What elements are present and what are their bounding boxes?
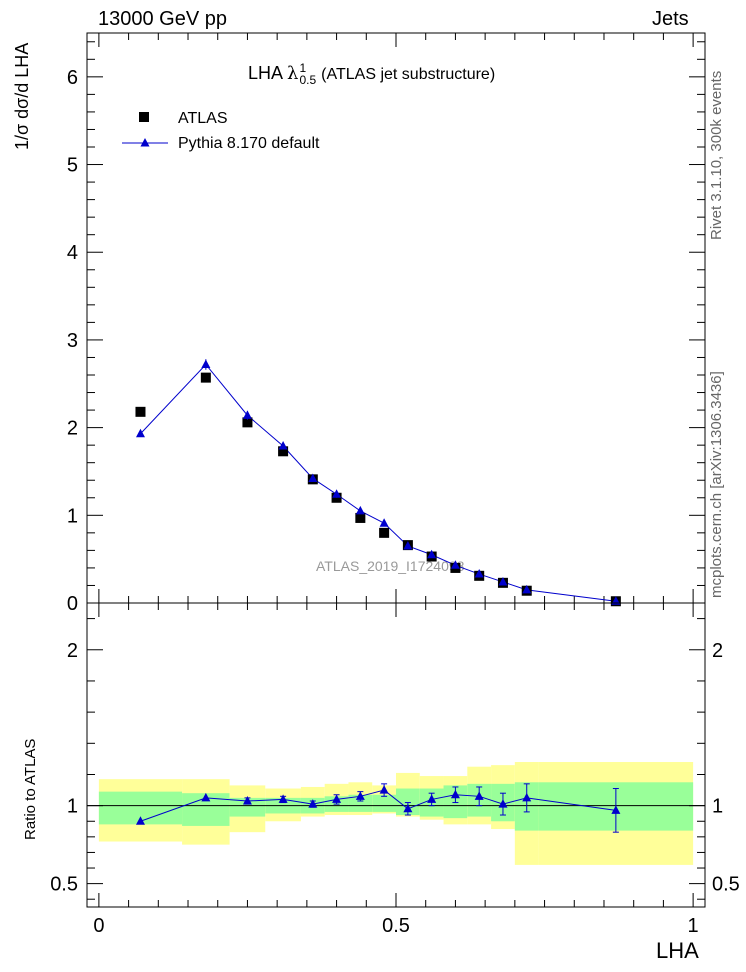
y-tick-label: 2 [67,418,78,440]
mc-line [140,363,616,602]
inner-band [229,797,266,817]
data-point [135,406,146,417]
mc-point [403,541,413,550]
x-tick-label: 0 [93,915,104,937]
data-point [355,512,366,523]
mc-point [522,584,532,594]
inner-band [348,794,373,812]
y-tick-label: 6 [67,67,78,89]
ratio-point [474,791,484,800]
y-tick-label: 1 [67,796,78,818]
ratio-point [242,795,252,805]
y-tick-label: 2 [712,640,723,662]
ratio-point [308,799,318,808]
y-tick-label: 1 [712,796,723,818]
mc-point [135,428,145,438]
mc-point [278,441,288,450]
mc-point [474,569,484,578]
ratio-point [522,792,532,802]
header-right: Jets [652,8,689,30]
mc-point [242,410,252,419]
ratio-point [611,805,621,814]
ratio-point [355,791,365,800]
title-suffix: (ATLAS jet substructure) [321,65,496,83]
watermark: ATLAS_2019_I1724098 [316,558,465,574]
x-tick-label: 1 [688,915,699,937]
ratio-point [379,785,389,794]
legend-data-marker [139,112,149,122]
ratio-point [332,794,342,803]
y-tick-label: 0.5 [50,874,78,896]
y-tick-label: 4 [67,242,78,264]
title-main: LHA [248,62,283,83]
y-tick-label: 0 [67,593,78,615]
data-point [200,372,211,383]
ratio-point [135,816,145,825]
y-tick-label: 3 [67,330,78,352]
mc-point [498,576,508,586]
title-symbol: λ [287,62,299,84]
ratio-point [201,792,211,802]
legend: ATLAS Pythia 8.170 default [122,110,320,152]
title-sup: 1 [299,61,307,75]
mc-point [355,505,365,515]
y-tick-label: 0.5 [712,874,740,896]
ratio-point [278,794,288,803]
lower-panel: 0 0.5 1 0.5 0.5 1 1 2 2 [50,602,740,937]
title-sub: 0.5 [299,73,317,87]
y-tick-label: 1 [67,505,78,527]
data-point [379,527,390,538]
data-point [242,417,253,428]
inner-band [396,788,420,816]
mc-point [450,560,460,569]
mc-point [308,473,318,482]
upper-panel: 0 1 2 3 4 5 6 [67,32,706,615]
x-tick-label: 0.5 [382,915,410,937]
y-tick-label: 5 [67,155,78,177]
mc-point [201,359,211,368]
ratio-point [427,794,437,803]
mc-point [379,518,389,527]
legend-data-label: ATLAS [178,110,228,127]
mc-point [427,549,437,559]
ratio-point [450,789,460,799]
ratio-point [498,799,508,808]
legend-mc-label: Pythia 8.170 default [178,135,320,152]
x-axis-label: LHA [656,938,699,963]
mc-point [332,489,342,498]
legend-mc-marker [140,138,150,147]
data-point [278,446,289,457]
inner-band [372,794,396,812]
header-left: 13000 GeV pp [98,8,227,30]
ratio-point [403,803,413,813]
plot-title: LHA λ 1 0.5 (ATLAS jet substructure) [248,62,495,86]
y-tick-label: 2 [67,640,78,662]
